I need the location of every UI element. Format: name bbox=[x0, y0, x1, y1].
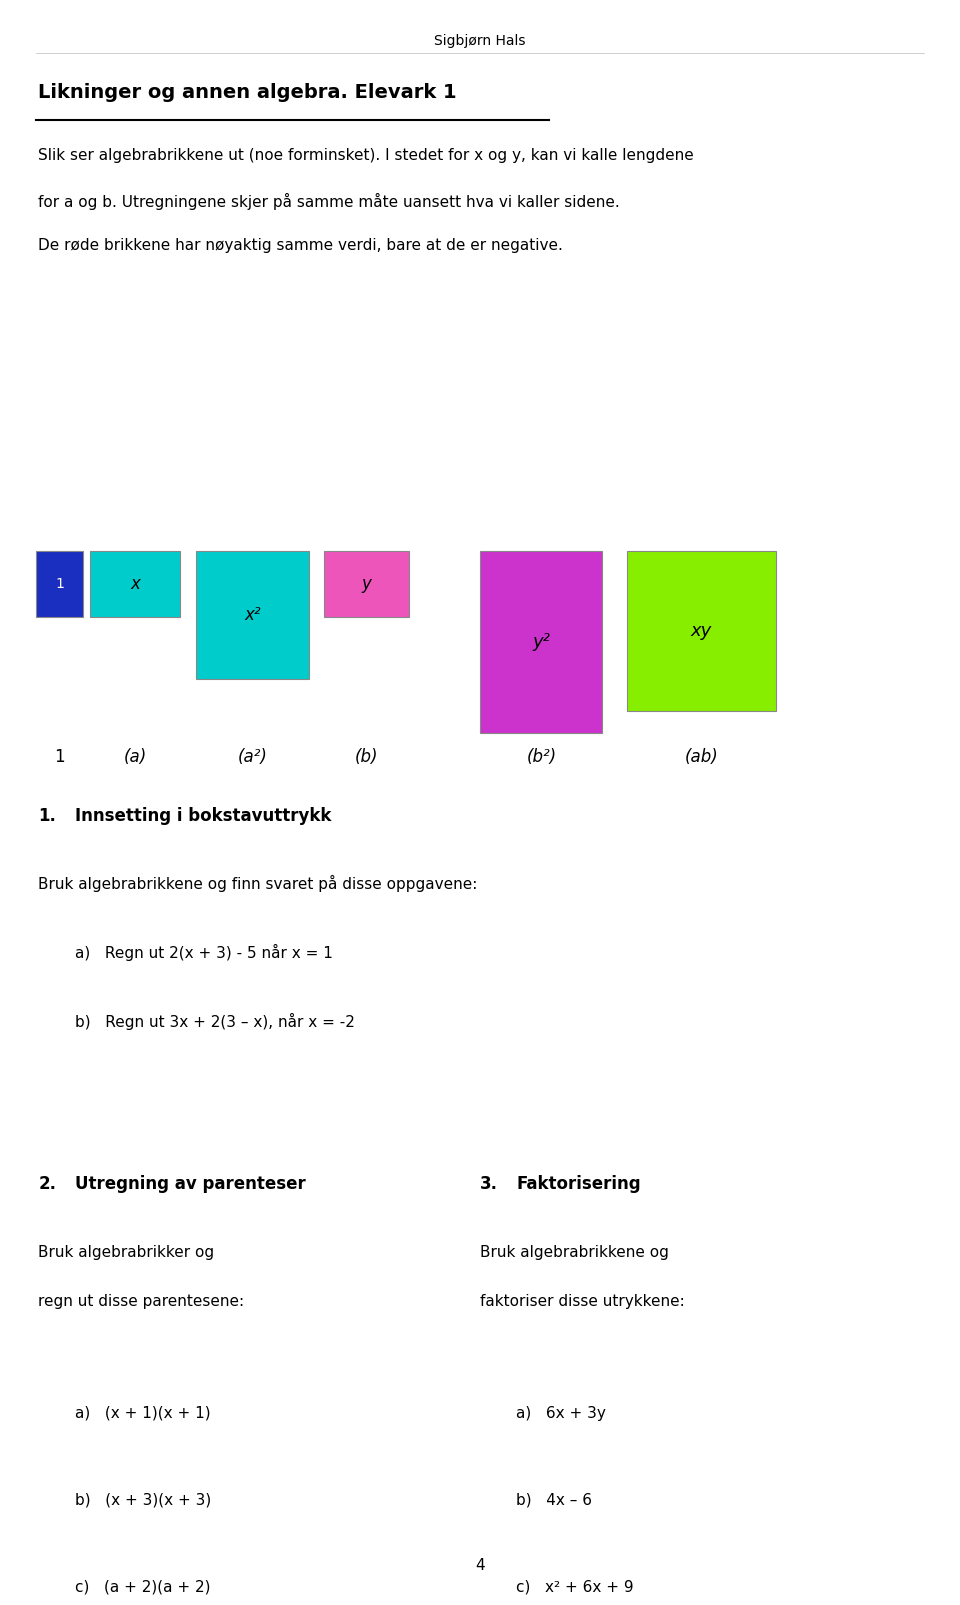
Text: Faktorisering: Faktorisering bbox=[516, 1175, 641, 1193]
Text: 1: 1 bbox=[54, 748, 65, 766]
Text: 2.: 2. bbox=[38, 1175, 57, 1193]
Text: 3.: 3. bbox=[480, 1175, 498, 1193]
Text: Bruk algebrabrikker og: Bruk algebrabrikker og bbox=[38, 1245, 214, 1260]
Text: Likninger og annen algebra. Elevark 1: Likninger og annen algebra. Elevark 1 bbox=[38, 83, 457, 103]
Text: Bruk algebrabrikkene og: Bruk algebrabrikkene og bbox=[480, 1245, 669, 1260]
FancyBboxPatch shape bbox=[36, 551, 83, 616]
Text: Bruk algebrabrikkene og finn svaret på disse oppgavene:: Bruk algebrabrikkene og finn svaret på d… bbox=[38, 875, 478, 892]
Text: for a og b. Utregningene skjer på samme måte uansett hva vi kaller sidene.: for a og b. Utregningene skjer på samme … bbox=[38, 193, 620, 210]
Text: Utregning av parenteser: Utregning av parenteser bbox=[75, 1175, 305, 1193]
Text: (a): (a) bbox=[124, 748, 147, 766]
FancyBboxPatch shape bbox=[196, 551, 309, 679]
FancyBboxPatch shape bbox=[324, 551, 409, 616]
FancyBboxPatch shape bbox=[627, 551, 776, 711]
Text: regn ut disse parentesene:: regn ut disse parentesene: bbox=[38, 1294, 245, 1308]
Text: (ab): (ab) bbox=[684, 748, 719, 766]
Text: De røde brikkene har nøyaktig samme verdi, bare at de er negative.: De røde brikkene har nøyaktig samme verd… bbox=[38, 238, 564, 252]
Text: 4: 4 bbox=[475, 1558, 485, 1573]
Text: x²: x² bbox=[244, 605, 261, 624]
Text: Innsetting i bokstavuttrykk: Innsetting i bokstavuttrykk bbox=[75, 807, 331, 825]
FancyBboxPatch shape bbox=[90, 551, 180, 616]
Text: b)   Regn ut 3x + 2(3 – x), når x = -2: b) Regn ut 3x + 2(3 – x), når x = -2 bbox=[75, 1013, 355, 1030]
Text: xy: xy bbox=[690, 621, 712, 640]
Text: a)   (x + 1)(x + 1): a) (x + 1)(x + 1) bbox=[75, 1406, 210, 1420]
Text: Sigbjørn Hals: Sigbjørn Hals bbox=[434, 34, 526, 48]
Text: a)   6x + 3y: a) 6x + 3y bbox=[516, 1406, 607, 1420]
Text: x: x bbox=[131, 575, 140, 594]
Text: Slik ser algebrabrikkene ut (noe forminsket). I stedet for x og y, kan vi kalle : Slik ser algebrabrikkene ut (noe formins… bbox=[38, 148, 694, 162]
Text: (b²): (b²) bbox=[526, 748, 557, 766]
Text: a)   Regn ut 2(x + 3) - 5 når x = 1: a) Regn ut 2(x + 3) - 5 når x = 1 bbox=[75, 944, 333, 961]
FancyBboxPatch shape bbox=[480, 551, 602, 733]
Text: c)   x² + 6x + 9: c) x² + 6x + 9 bbox=[516, 1579, 635, 1594]
Text: b)   (x + 3)(x + 3): b) (x + 3)(x + 3) bbox=[75, 1493, 211, 1507]
Text: faktoriser disse utrykkene:: faktoriser disse utrykkene: bbox=[480, 1294, 684, 1308]
Text: 1.: 1. bbox=[38, 807, 57, 825]
Text: 1: 1 bbox=[55, 578, 64, 591]
Text: (b): (b) bbox=[355, 748, 378, 766]
Text: y²: y² bbox=[532, 632, 550, 652]
Text: y: y bbox=[362, 575, 372, 594]
Text: b)   4x – 6: b) 4x – 6 bbox=[516, 1493, 592, 1507]
Text: (a²): (a²) bbox=[237, 748, 268, 766]
Text: c)   (a + 2)(a + 2): c) (a + 2)(a + 2) bbox=[75, 1579, 210, 1594]
